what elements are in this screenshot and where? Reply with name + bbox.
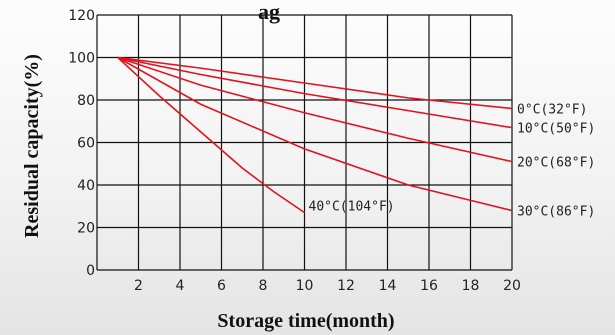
y-tick-labels: 0 20 40 60 80 100 120 xyxy=(68,8,95,279)
series-line xyxy=(117,56,513,163)
x-tick-label: 6 xyxy=(217,278,226,294)
x-tick-label: 2 xyxy=(134,278,143,294)
x-tick-label: 10 xyxy=(296,278,314,294)
y-axis-title: Residual capacity(%) xyxy=(21,54,43,238)
series-label: 30°C(86°F) xyxy=(517,205,595,220)
y-tick-label: 100 xyxy=(68,51,95,67)
y-tick-label: 60 xyxy=(77,136,95,152)
x-tick-labels: 2 4 6 8 10 12 14 16 18 20 xyxy=(134,278,521,294)
x-tick-label: 18 xyxy=(462,278,480,294)
y-tick-label: 40 xyxy=(77,178,95,194)
y-tick-label: 120 xyxy=(68,8,95,24)
x-tick-label: 20 xyxy=(503,278,521,294)
x-tick-label: 4 xyxy=(176,278,185,294)
x-tick-label: 8 xyxy=(259,278,268,294)
series-label: 10°C(50°F) xyxy=(517,122,595,137)
x-tick-label: 16 xyxy=(420,278,438,294)
series-labels: 0°C(32°F) 10°C(50°F) 20°C(68°F) 30°C(86°F) 4… xyxy=(309,103,596,220)
series-label: 20°C(68°F) xyxy=(517,156,595,171)
x-axis-title: Storage time(month) xyxy=(217,310,394,332)
series-line xyxy=(117,56,513,110)
series-lines xyxy=(117,56,513,214)
y-tick-label: 0 xyxy=(86,263,95,279)
y-tick-label: 20 xyxy=(77,221,95,237)
chart-title-fragment: ag xyxy=(258,0,280,24)
series-line xyxy=(117,56,513,212)
y-tick-label: 80 xyxy=(77,93,95,109)
series-line xyxy=(117,56,305,214)
x-tick-label: 14 xyxy=(379,278,397,294)
series-label: 0°C(32°F) xyxy=(517,103,587,118)
chart-grid xyxy=(96,14,513,271)
x-tick-label: 12 xyxy=(337,278,355,294)
series-label: 40°C(104°F) xyxy=(309,200,395,215)
series-line xyxy=(117,56,513,129)
